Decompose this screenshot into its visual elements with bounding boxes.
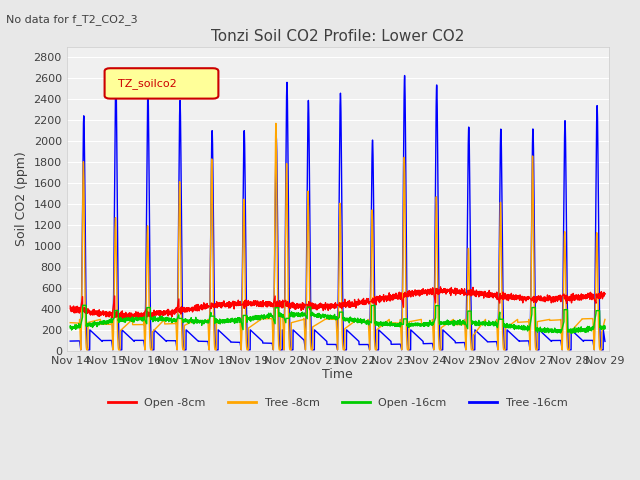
Open -8cm [67, 303, 74, 309]
Tree -16cm [77, 347, 84, 353]
Line: Open -8cm: Open -8cm [70, 287, 605, 320]
Open -8cm [124, 317, 131, 323]
Tree -8cm [216, 318, 223, 324]
Tree -8cm [601, 317, 609, 323]
Open -16cm [601, 324, 609, 329]
Open -16cm [390, 323, 397, 328]
Tree -16cm [601, 337, 609, 343]
Tree -16cm [401, 72, 408, 78]
FancyBboxPatch shape [104, 68, 218, 98]
Line: Open -16cm: Open -16cm [70, 305, 605, 333]
Open -16cm [568, 330, 575, 336]
Open -8cm [181, 307, 189, 313]
Y-axis label: Soil CO2 (ppm): Soil CO2 (ppm) [15, 152, 28, 246]
Line: Tree -16cm: Tree -16cm [70, 75, 605, 350]
Tree -8cm [601, 316, 609, 322]
Open -16cm [399, 322, 407, 327]
Line: Tree -8cm: Tree -8cm [70, 123, 605, 350]
Tree -8cm [390, 320, 397, 326]
Open -8cm [399, 302, 407, 308]
Tree -8cm [181, 322, 189, 328]
Tree -16cm [550, 337, 558, 343]
Legend: Open -8cm, Tree -8cm, Open -16cm, Tree -16cm: Open -8cm, Tree -8cm, Open -16cm, Tree -… [103, 393, 572, 412]
Tree -16cm [216, 328, 223, 334]
Tree -8cm [550, 317, 558, 323]
Tree -8cm [399, 237, 407, 243]
Open -16cm [550, 328, 558, 334]
Open -16cm [181, 319, 189, 325]
Text: TZ_soilco2: TZ_soilco2 [118, 78, 177, 89]
Tree -8cm [67, 320, 74, 325]
Open -16cm [216, 316, 223, 322]
Tree -16cm [181, 347, 189, 353]
Open -8cm [601, 291, 609, 297]
Open -16cm [601, 326, 609, 332]
Open -8cm [390, 294, 397, 300]
Tree -16cm [390, 341, 397, 347]
Tree -16cm [67, 338, 74, 344]
Title: Tonzi Soil CO2 Profile: Lower CO2: Tonzi Soil CO2 Profile: Lower CO2 [211, 29, 464, 44]
Open -8cm [550, 296, 558, 302]
Tree -16cm [601, 338, 609, 344]
Open -8cm [601, 291, 609, 297]
Tree -16cm [399, 221, 407, 227]
Open -8cm [216, 303, 223, 309]
Tree -8cm [272, 120, 280, 126]
X-axis label: Time: Time [322, 369, 353, 382]
Open -16cm [67, 325, 74, 331]
Tree -8cm [77, 347, 84, 353]
Text: No data for f_T2_CO2_3: No data for f_T2_CO2_3 [6, 14, 138, 25]
Open -8cm [436, 284, 444, 290]
Open -16cm [79, 302, 86, 308]
